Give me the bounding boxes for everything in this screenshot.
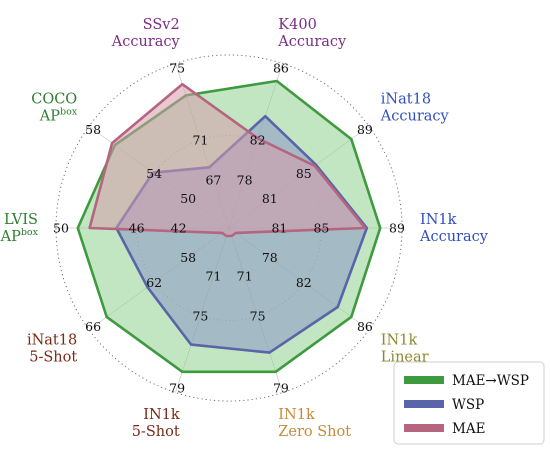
- tick-label: 81: [262, 191, 278, 206]
- axis-label: iNat18 Accuracy: [380, 92, 450, 125]
- tick-label: 81: [271, 221, 287, 236]
- tick-label: 71: [192, 133, 208, 148]
- tick-label: 86: [273, 61, 289, 76]
- tick-label: 50: [53, 221, 69, 236]
- axis-label-line1: iNat18: [381, 92, 431, 108]
- tick-label: 50: [180, 191, 196, 206]
- radar-series: [76, 79, 382, 374]
- axis-label: IN1k Zero Shot: [278, 407, 351, 440]
- tick-label: 89: [357, 122, 373, 137]
- axis-label-line2: 5-Shot: [132, 424, 180, 440]
- tick-label: 58: [180, 250, 196, 265]
- axis-label-line2: Accuracy: [419, 229, 489, 245]
- tick-label: 85: [296, 166, 312, 181]
- axis-label-superscript: box: [60, 107, 78, 118]
- legend-swatch: [404, 376, 444, 384]
- tick-label: 78: [237, 173, 253, 188]
- tick-label: 62: [146, 275, 162, 290]
- axis-label: IN1k Accuracy: [419, 212, 489, 245]
- axis-label-line1: IN1k: [420, 212, 457, 228]
- legend-swatch: [404, 400, 444, 408]
- axis-label-line1: IN1k: [381, 333, 418, 349]
- axis-label-line2: Accuracy: [111, 34, 181, 50]
- axis-label: iNat18 5-Shot: [27, 333, 77, 366]
- tick-label: 42: [171, 221, 187, 236]
- axis-label-line1: iNat18: [27, 333, 77, 349]
- axis-label-line1: K400: [278, 17, 317, 33]
- radar-tick-labels: 78 82 86 81 85 89 81 85 89 78 82 86 71 75 79 71 75 79 58 62…: [53, 61, 405, 396]
- tick-label: 71: [237, 268, 253, 283]
- series-polygon-2: [88, 82, 367, 238]
- tick-label: 85: [313, 221, 329, 236]
- axis-label-line2: AP: [0, 229, 21, 245]
- tick-label: 46: [129, 221, 145, 236]
- tick-label: 75: [250, 308, 266, 323]
- tick-label: 75: [192, 308, 208, 323]
- tick-label: 82: [250, 133, 266, 148]
- axis-label: IN1k Linear: [381, 333, 429, 366]
- axis-label: LVIS APbox: [0, 212, 39, 245]
- tick-label: 67: [205, 173, 221, 188]
- axis-label: K400 Accuracy: [277, 17, 347, 50]
- axis-label: COCO APbox: [31, 92, 78, 125]
- axis-label-line2: 5-Shot: [29, 350, 77, 366]
- tick-label: 54: [146, 166, 162, 181]
- legend-label: MAE: [452, 421, 485, 437]
- legend-label: MAE→WSP: [452, 373, 529, 389]
- axis-label-line2: AP: [39, 109, 60, 125]
- tick-label: 86: [357, 319, 373, 334]
- axis-label-line1: IN1k: [143, 407, 180, 423]
- axis-label-line1: LVIS: [4, 212, 38, 228]
- axis-label: SSv2 Accuracy: [111, 17, 181, 50]
- tick-label: 75: [169, 61, 185, 76]
- axis-label: IN1k 5-Shot: [132, 407, 180, 440]
- axis-label-line2: Accuracy: [380, 109, 450, 125]
- legend-swatch: [404, 424, 444, 432]
- tick-label: 78: [262, 250, 278, 265]
- tick-label: 71: [205, 268, 221, 283]
- tick-label: 66: [85, 319, 101, 334]
- axis-label-line1: COCO: [31, 92, 77, 108]
- legend: MAE→WSP WSP MAE: [393, 361, 545, 445]
- axis-label-superscript: box: [21, 227, 39, 238]
- tick-label: 82: [296, 275, 312, 290]
- tick-label: 79: [273, 380, 289, 395]
- axis-label-line2: Accuracy: [277, 34, 347, 50]
- axis-label-line1: IN1k: [278, 407, 315, 423]
- legend-label: WSP: [452, 397, 484, 413]
- tick-label: 58: [85, 122, 101, 137]
- axis-label-line1: SSv2: [143, 17, 180, 33]
- tick-label: 79: [169, 380, 185, 395]
- tick-label: 89: [389, 221, 405, 236]
- axis-label-line2: Zero Shot: [278, 424, 351, 440]
